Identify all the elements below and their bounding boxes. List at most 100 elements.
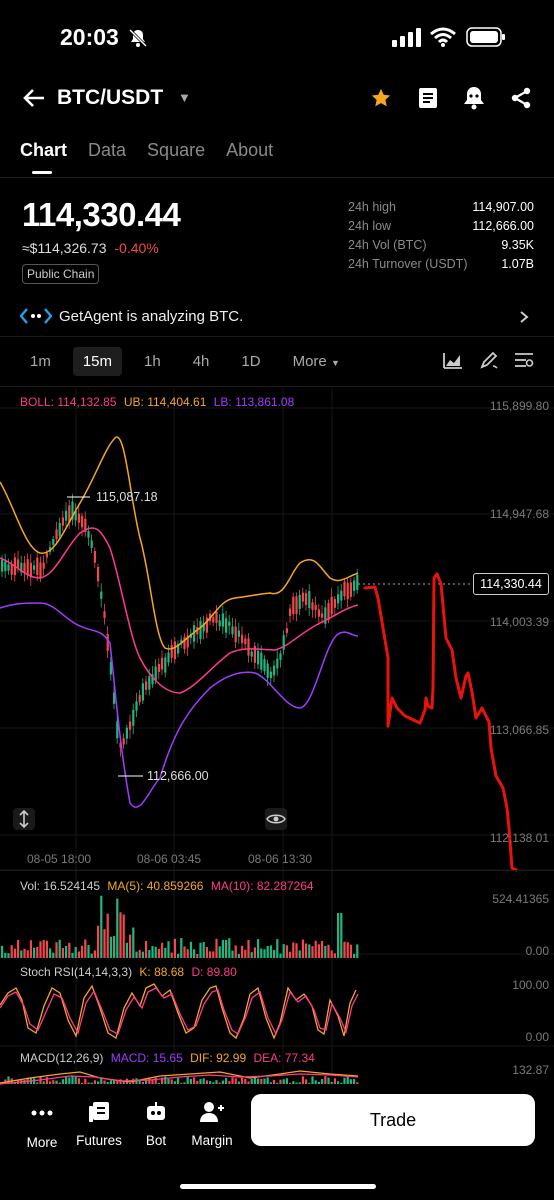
volume-bar — [333, 953, 336, 958]
volume-bar — [74, 946, 77, 958]
stat-label: 24h Turnover (USDT) — [348, 257, 468, 271]
volume-bar — [289, 951, 292, 958]
chevron-down-icon[interactable]: ▼ — [178, 90, 191, 105]
margin-icon — [200, 1102, 224, 1122]
macd-bar — [298, 1082, 301, 1084]
volume-bar — [164, 947, 167, 958]
volume-bar — [154, 946, 157, 958]
volume-bar — [119, 912, 122, 958]
macd-bar — [161, 1077, 164, 1084]
timeframe-1d[interactable]: 1D — [241, 352, 261, 370]
macd-bar — [116, 1080, 119, 1084]
share-icon[interactable] — [509, 86, 533, 110]
candle-body — [321, 613, 324, 618]
candle-body — [225, 618, 228, 633]
bell-muted-icon — [128, 28, 148, 48]
macd-bar — [218, 1082, 221, 1084]
macd-bar — [45, 1077, 48, 1084]
volume-legend: Vol: 16.524145 MA(5): 40.859266 MA(10): … — [20, 879, 314, 893]
price-axis-label: 113,066.85 — [489, 723, 549, 737]
public-chain-tag[interactable]: Public Chain — [22, 264, 100, 284]
volume-bar — [49, 948, 52, 958]
candle-body — [29, 562, 32, 578]
volume-bar — [199, 942, 202, 958]
notes-icon[interactable] — [417, 86, 439, 110]
candle-body — [164, 657, 167, 673]
volume-bar — [327, 944, 330, 958]
volume-bar — [276, 939, 279, 958]
volume-bar — [151, 946, 154, 958]
candle-body — [260, 652, 263, 670]
nav-futures[interactable]: Futures — [70, 1100, 128, 1148]
tab-data[interactable]: Data — [88, 140, 127, 160]
boll-middle-band — [0, 527, 359, 694]
stoch-d-value: D: 89.80 — [191, 965, 237, 979]
timeframe-more[interactable]: More ▼ — [283, 347, 350, 376]
stat-row: 24h Turnover (USDT) 1.07B — [348, 257, 534, 276]
macd-bar — [266, 1077, 269, 1084]
favorite-star-icon[interactable] — [370, 87, 392, 109]
macd-bar — [285, 1078, 288, 1084]
volume-bar — [68, 942, 71, 958]
timeframe-15m[interactable]: 15m — [72, 346, 123, 376]
chart-type-icon[interactable] — [443, 352, 463, 370]
candle-body — [317, 609, 320, 617]
candle-body — [138, 694, 141, 703]
pair-title[interactable]: BTC/USDT — [57, 86, 164, 109]
macd-bar — [58, 1082, 61, 1084]
macd-bar — [103, 1080, 106, 1084]
volume-bar — [7, 953, 10, 958]
trade-button[interactable]: Trade — [251, 1094, 535, 1146]
time-axis-label: 08-06 03:45 — [137, 852, 202, 866]
volume-bar — [330, 950, 333, 958]
kline-chart[interactable]: 115,087.18 112,666.00 — [0, 388, 554, 1088]
timeframe-1h[interactable]: 1h — [144, 352, 161, 370]
alert-bell-icon[interactable] — [462, 85, 486, 111]
candle-body — [333, 599, 336, 608]
vertical-resize-icon[interactable] — [13, 808, 35, 830]
macd-bar — [65, 1076, 68, 1084]
macd-bar — [308, 1082, 311, 1084]
candle-body — [20, 562, 23, 573]
tab-about[interactable]: About — [226, 140, 274, 160]
drawing-tools-icon[interactable] — [479, 350, 499, 370]
volume-bar — [148, 949, 151, 958]
macd-bar — [327, 1077, 330, 1084]
nav-margin[interactable]: Margin — [183, 1100, 241, 1148]
nav-bot[interactable]: Bot — [127, 1100, 185, 1148]
macd-bar — [71, 1076, 74, 1084]
volume-bar — [52, 952, 55, 958]
volume-bar — [87, 944, 90, 958]
nav-more[interactable]: More — [13, 1102, 71, 1150]
candle-body — [308, 591, 311, 609]
nav-bot-label: Bot — [145, 1133, 167, 1148]
candle-body — [84, 518, 87, 532]
candle-body — [145, 681, 148, 690]
wifi-icon — [430, 27, 456, 47]
candle-body — [26, 559, 29, 575]
timeframe-4h[interactable]: 4h — [192, 352, 210, 370]
visibility-eye-icon[interactable] — [265, 808, 287, 830]
candle-body — [97, 567, 100, 582]
price-axis-label: 114,947.68 — [489, 507, 549, 521]
boll-lb-value: LB: 113,861.08 — [213, 395, 295, 409]
candle-body — [295, 596, 298, 614]
macd-bar — [52, 1080, 55, 1084]
stat-row: 24h high 114,907.00 — [348, 200, 534, 219]
volume-bar — [42, 940, 45, 958]
volume-bar — [36, 946, 39, 958]
candle-body — [269, 671, 272, 679]
timeframe-1m[interactable]: 1m — [30, 352, 51, 370]
tab-square[interactable]: Square — [147, 140, 206, 160]
indicator-settings-icon[interactable] — [514, 351, 534, 369]
volume-bar — [71, 952, 74, 958]
timeframe-more-label: More — [292, 352, 327, 370]
volume-bar — [356, 944, 359, 958]
volume-bars — [1, 895, 359, 958]
candle-body — [129, 721, 132, 730]
volume-bar — [1, 945, 4, 958]
back-arrow-icon[interactable] — [22, 87, 46, 109]
chevron-right-icon[interactable] — [519, 310, 529, 324]
tab-chart[interactable]: Chart — [20, 140, 68, 160]
macd-bar — [321, 1078, 324, 1084]
